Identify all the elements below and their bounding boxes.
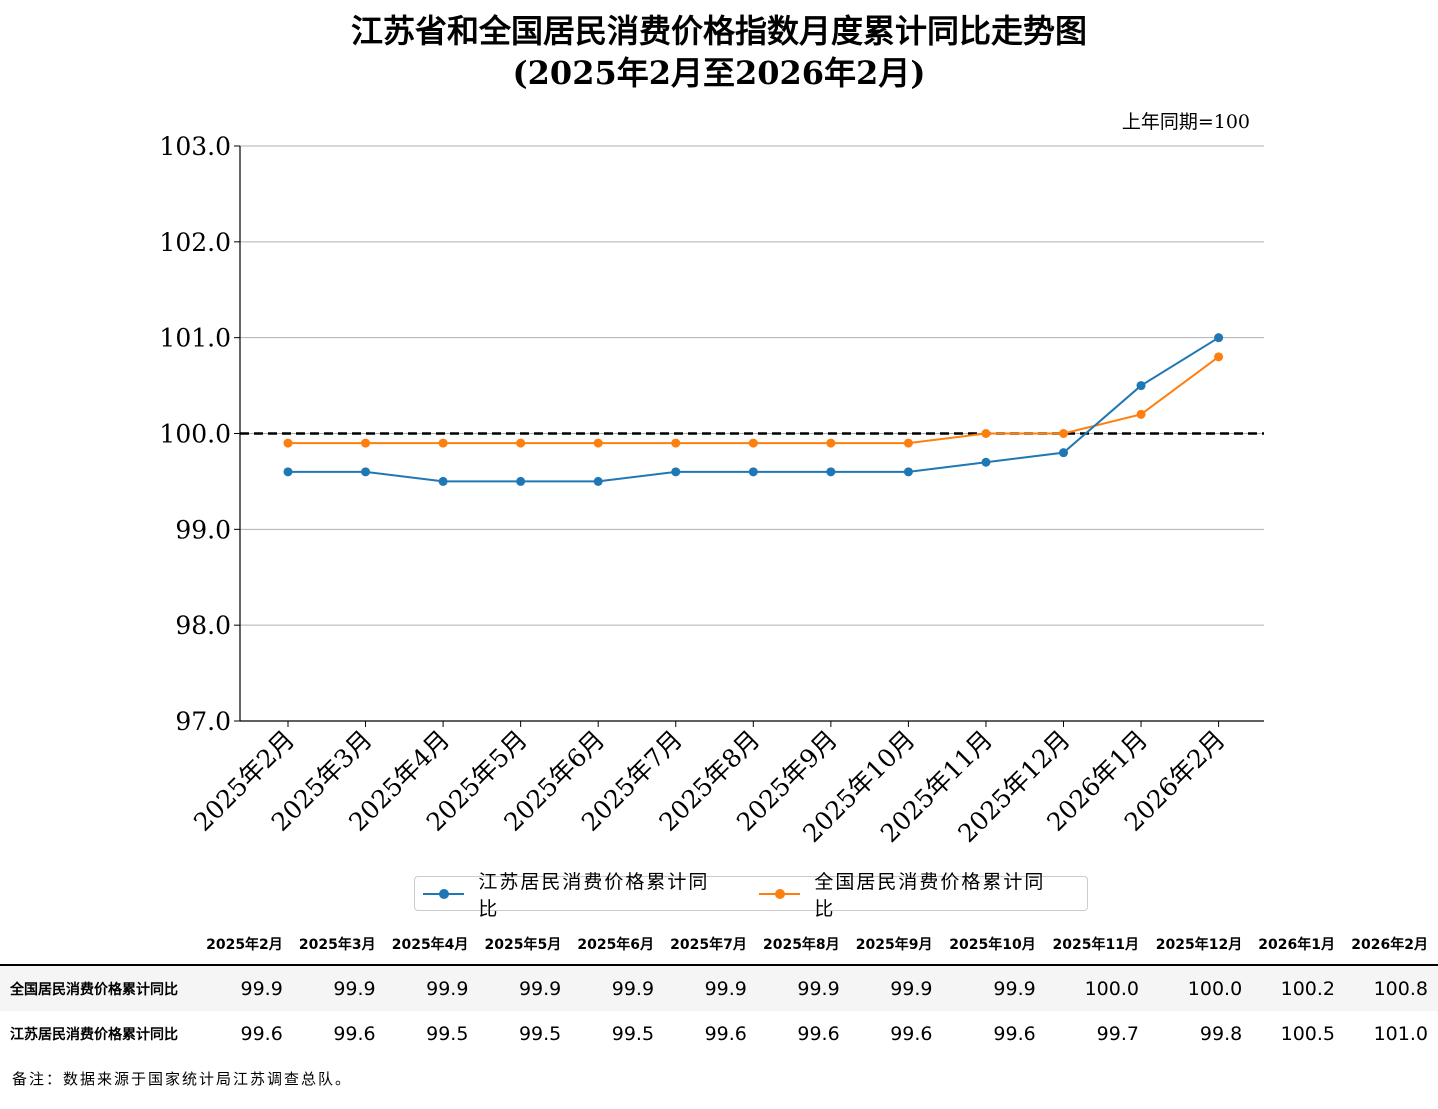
y-tick-label: 102.0: [159, 228, 231, 257]
data-point: [826, 438, 836, 448]
table-cell: 99.9: [333, 977, 376, 1000]
legend-swatch-jiangsu: [423, 884, 465, 904]
table-cell: 100.8: [1373, 977, 1428, 1000]
table-col-header: 2025年5月: [484, 937, 562, 953]
table-cell: 100.0: [1187, 977, 1243, 1000]
table-cell: 99.6: [333, 1022, 376, 1045]
data-point: [283, 438, 293, 448]
table-cell: 100.5: [1280, 1022, 1336, 1045]
table-cell: 99.6: [993, 1022, 1036, 1045]
table-col-header: 2025年8月: [762, 937, 840, 953]
table-col-header: 2026年1月: [1258, 937, 1336, 953]
data-point: [1214, 333, 1224, 343]
data-point: [671, 438, 681, 448]
chart-title: 江苏省和全国居民消费价格指数月度累计同比走势图: [350, 12, 1087, 50]
data-point: [671, 467, 681, 477]
data-point: [903, 467, 913, 477]
data-point: [1136, 409, 1146, 419]
data-point: [516, 476, 526, 486]
data-point: [826, 467, 836, 477]
data-table: 2025年2月 2025年3月 2025年4月 2025年5月 2025年6月 …: [0, 924, 1438, 1056]
table-col-header: 2025年2月: [206, 937, 283, 953]
legend-label-jiangsu: 江苏居民消费价格累计同比: [478, 870, 710, 920]
table-row: 全国居民消费价格累计同比 99.9 99.9 99.9 99.9 99.9 99…: [0, 965, 1438, 1011]
table-col-header: 2025年7月: [670, 937, 747, 953]
data-point: [1214, 352, 1224, 362]
y-tick-label: 97.0: [175, 707, 231, 736]
table-col-header: 2026年2月: [1351, 937, 1428, 953]
data-point: [1059, 429, 1068, 438]
data-point: [593, 438, 603, 448]
legend-item-jiangsu: 江苏居民消费价格累计同比: [423, 867, 727, 921]
table-cell: 99.5: [426, 1022, 469, 1045]
table-cell: 99.8: [1199, 1022, 1243, 1045]
unit-note: 上年同期=100: [1121, 111, 1250, 133]
table-row: 江苏居民消费价格累计同比 99.6 99.6 99.5 99.5 99.5 99…: [0, 1011, 1438, 1056]
data-point: [361, 467, 371, 477]
legend-swatch-national: [759, 884, 801, 904]
table-cell: 101.0: [1373, 1022, 1428, 1045]
y-tick-label: 100.0: [159, 420, 231, 449]
data-point: [981, 457, 991, 467]
table-cell: 99.9: [518, 977, 562, 1000]
table-corner-cell: [0, 924, 200, 965]
y-tick-label: 101.0: [159, 324, 231, 353]
table-cell: 99.9: [240, 977, 283, 1000]
table-header-row: 2025年2月 2025年3月 2025年4月 2025年5月 2025年6月 …: [0, 924, 1438, 965]
table-col-header: 2025年9月: [855, 937, 933, 953]
legend-item-national: 全国居民消费价格累计同比: [759, 867, 1063, 921]
data-point: [283, 467, 293, 477]
data-point: [748, 438, 758, 448]
table-cell: 99.7: [1096, 1022, 1139, 1045]
table-col-header: 2025年10月: [949, 937, 1036, 953]
table-col-header: 2025年11月: [1052, 937, 1139, 953]
data-point: [361, 438, 371, 448]
y-tick-label: 98.0: [175, 611, 231, 640]
data-point: [1136, 381, 1146, 391]
data-point: [903, 438, 913, 448]
table-cell: 99.5: [518, 1022, 562, 1045]
y-tick-label: 99.0: [175, 515, 231, 544]
table-cell: 99.9: [704, 977, 747, 1000]
table-cell: 99.9: [797, 977, 840, 1000]
data-point: [516, 438, 526, 448]
data-point: [1059, 448, 1068, 458]
data-point: [438, 476, 448, 486]
table-cell: 99.9: [426, 977, 469, 1000]
line-chart: 97.098.099.0100.0101.0102.0103.02025年2月2…: [159, 132, 1264, 848]
table-col-header: 2025年4月: [391, 937, 469, 953]
table-cell: 99.6: [890, 1022, 933, 1045]
table-col-header: 2025年12月: [1155, 937, 1243, 953]
series-line: [288, 356, 1220, 445]
table-row-label: 江苏居民消费价格累计同比: [10, 1026, 178, 1043]
table-cell: 99.9: [890, 977, 933, 1000]
table-cell: 99.5: [611, 1022, 655, 1045]
legend-label-national: 全国居民消费价格累计同比: [814, 870, 1046, 920]
table-col-header: 2025年6月: [577, 937, 655, 953]
table-row-label: 全国居民消费价格累计同比: [10, 981, 178, 998]
table-cell: 99.9: [611, 977, 655, 1000]
chart-legend: 江苏居民消费价格累计同比 全国居民消费价格累计同比: [414, 871, 1088, 920]
table-cell: 99.6: [797, 1022, 840, 1045]
table-cell: 99.6: [240, 1022, 283, 1045]
chart-subtitle: (2025年2月至2026年2月): [512, 54, 926, 92]
table-cell: 99.9: [993, 977, 1036, 1000]
data-point: [593, 476, 603, 486]
series-line: [288, 336, 1220, 483]
y-tick-label: 103.0: [159, 132, 231, 161]
data-point: [438, 438, 448, 448]
data-point: [748, 467, 758, 477]
table-cell: 100.0: [1084, 977, 1139, 1000]
table-cell: 100.2: [1280, 977, 1336, 1000]
data-point: [981, 429, 991, 438]
footnote: 备注：数据来源于国家统计局江苏调查总队。: [12, 1070, 353, 1088]
table-col-header: 2025年3月: [298, 937, 376, 953]
table-cell: 99.6: [704, 1022, 747, 1045]
